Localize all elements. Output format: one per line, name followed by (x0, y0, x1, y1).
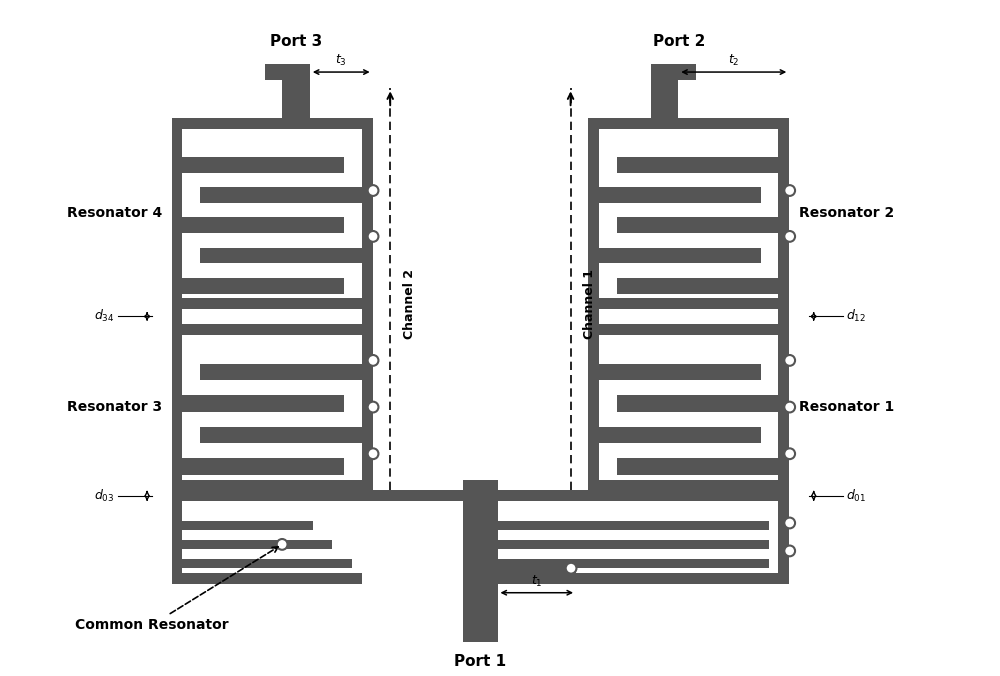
Text: $d_{01}$: $d_{01}$ (846, 487, 866, 504)
Bar (182, 218, 344, 233)
Bar (588, 309, 599, 324)
Bar (617, 218, 778, 233)
Bar (599, 187, 761, 203)
Circle shape (566, 563, 576, 574)
Circle shape (784, 448, 795, 459)
Text: Port 2: Port 2 (653, 34, 705, 49)
Bar (498, 521, 769, 531)
Circle shape (784, 185, 795, 196)
Text: Resonator 3: Resonator 3 (67, 400, 162, 414)
Bar (200, 364, 362, 381)
Text: $t_1$: $t_1$ (531, 574, 543, 589)
Text: Resonator 4: Resonator 4 (67, 206, 162, 220)
Text: $d_{03}$: $d_{03}$ (94, 487, 115, 504)
Bar (599, 335, 778, 479)
Bar (498, 559, 769, 568)
Bar (373, 490, 588, 501)
Text: $t_3$: $t_3$ (335, 53, 347, 68)
Bar (599, 427, 761, 443)
Bar (172, 118, 373, 309)
Circle shape (784, 402, 795, 412)
Text: Channel 1: Channel 1 (583, 269, 596, 339)
Bar (617, 278, 778, 293)
Bar (588, 118, 789, 309)
Bar (172, 309, 182, 324)
Text: $t_2$: $t_2$ (728, 53, 740, 68)
Bar (172, 118, 373, 128)
Bar (498, 540, 769, 549)
Bar (182, 458, 344, 475)
Bar (617, 458, 778, 475)
Circle shape (784, 518, 795, 529)
Bar (599, 247, 761, 264)
Text: Resonator 1: Resonator 1 (799, 400, 894, 414)
Bar (282, 64, 310, 118)
Circle shape (368, 355, 378, 366)
Text: Resonator 2: Resonator 2 (799, 206, 894, 220)
Bar (182, 559, 352, 568)
Bar (617, 157, 778, 172)
Circle shape (368, 402, 378, 412)
Text: $d_{12}$: $d_{12}$ (846, 308, 866, 324)
Bar (182, 157, 344, 172)
Bar (182, 128, 362, 298)
Bar (172, 324, 373, 490)
Bar (599, 364, 761, 381)
Bar (617, 395, 778, 412)
Bar (265, 64, 310, 80)
Bar (463, 479, 498, 583)
Bar (200, 187, 362, 203)
Text: Channel 2: Channel 2 (403, 269, 416, 339)
Bar (651, 64, 696, 80)
Text: Port 3: Port 3 (270, 34, 322, 49)
Bar (498, 564, 576, 573)
Text: Common Resonator: Common Resonator (75, 547, 278, 632)
Bar (172, 573, 362, 583)
Bar (778, 309, 789, 324)
Bar (182, 540, 332, 549)
Bar (200, 247, 362, 264)
Text: $d_{34}$: $d_{34}$ (94, 308, 115, 324)
Bar (182, 395, 344, 412)
Bar (182, 521, 313, 531)
Bar (200, 427, 362, 443)
Bar (182, 278, 344, 293)
Circle shape (784, 546, 795, 556)
Bar (463, 583, 498, 642)
Bar (588, 324, 789, 490)
Bar (362, 309, 373, 324)
Bar (599, 128, 778, 298)
Bar (172, 490, 373, 501)
Text: Port 1: Port 1 (454, 654, 506, 669)
Bar (172, 490, 182, 583)
Bar (778, 490, 789, 583)
Circle shape (368, 185, 378, 196)
Bar (463, 490, 789, 501)
Bar (463, 573, 789, 583)
Bar (651, 64, 678, 118)
Bar (182, 335, 362, 479)
Circle shape (277, 539, 288, 550)
Circle shape (784, 355, 795, 366)
Circle shape (368, 231, 378, 242)
Circle shape (368, 448, 378, 459)
Circle shape (784, 231, 795, 242)
